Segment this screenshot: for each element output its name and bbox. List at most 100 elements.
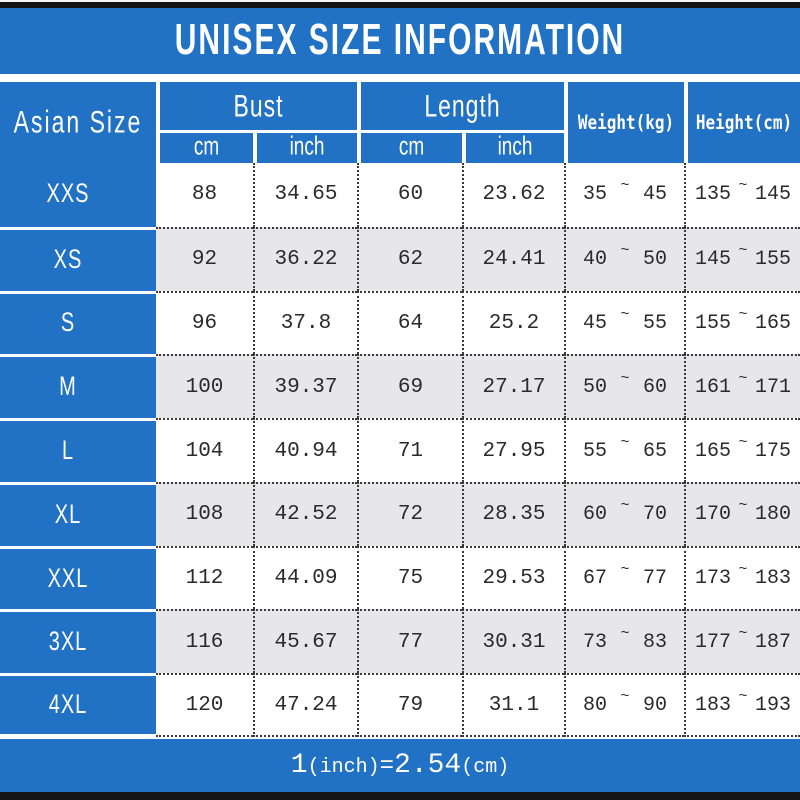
bust-inch-cell: 36.22 [253,226,357,291]
length-cm-cell: 72 [357,481,462,546]
bust-inch-cell: 44.09 [253,545,357,610]
size-label: XL [54,499,82,530]
height-range-cell: 170 ~ 180 [684,481,800,546]
weight-min: 35 [583,183,608,207]
weight-min: 60 [583,503,608,527]
height-range-cell: 155 ~ 165 [684,290,800,355]
table-row: XS 92 36.22 62 24.41 40 ~ 50 145 ~ 155 [0,226,800,291]
size-label: XS [53,244,83,275]
conversion-note: 1 (inch) = 2.54 (cm) [291,750,509,781]
height-max: 175 [754,439,791,463]
bust-cm-cell: 120 [156,673,253,738]
bust-inch-cell: 42.52 [253,481,357,546]
length-cm-cell: 79 [357,673,462,738]
size-label: 4XL [48,689,88,720]
equals-sign: = [379,753,394,780]
table-row: S 96 37.8 64 25.2 45 ~ 55 155 ~ 165 [0,290,800,355]
weight-range-cell: 40 ~ 50 [564,226,684,291]
weight-max: 60 [642,375,667,399]
height-min: 183 [695,693,732,717]
weight-min: 80 [583,693,608,717]
bust-inch-label: inch [289,133,325,162]
size-label: M [59,372,77,402]
tilde-separator: ~ [620,242,630,260]
tilde-separator: ~ [738,561,748,579]
length-inch-cell: 27.95 [462,418,564,482]
length-inch-cell: 31.1 [462,673,564,738]
length-cm-cell: 60 [357,163,462,227]
bust-inch-cell: 37.8 [253,290,357,355]
tilde-separator: ~ [738,497,748,515]
table-body: XXS 88 34.65 60 23.62 35 ~ 45 135 ~ 145 … [0,163,800,738]
size-label-cell: XS [0,226,156,291]
title-band: UNISEX SIZE INFORMATION [0,8,800,74]
tilde-separator: ~ [620,305,630,323]
height-range-cell: 161 ~ 171 [684,354,800,419]
weight-min: 45 [583,311,608,335]
height-min: 161 [695,375,732,399]
top-black-bar [0,2,800,8]
tilde-separator: ~ [620,497,630,515]
tilde-separator: ~ [738,624,748,642]
size-label: L [61,435,75,466]
height-range-cell: 173 ~ 183 [684,545,800,610]
tilde-separator: ~ [738,305,748,323]
weight-range-cell: 67 ~ 77 [564,545,684,610]
table-row: L 104 40.94 71 27.95 55 ~ 65 165 ~ 175 [0,418,800,482]
table-row: XXL 112 44.09 75 29.53 67 ~ 77 173 ~ 183 [0,545,800,610]
weight-max: 65 [642,439,667,463]
bust-cm-subheader: cm [156,130,253,163]
tilde-separator: ~ [738,177,748,195]
weight-min: 67 [583,567,608,591]
bust-cm-label: cm [193,133,220,162]
size-label-cell: 3XL [0,609,156,674]
length-inch-cell: 27.17 [462,354,564,419]
height-min: 155 [695,311,732,335]
length-cm-cell: 71 [357,418,462,482]
weight-range-cell: 45 ~ 55 [564,290,684,355]
bust-cm-cell: 104 [156,418,253,482]
weight-max: 77 [642,567,667,591]
weight-range-cell: 80 ~ 90 [564,673,684,738]
weight-range-cell: 50 ~ 60 [564,354,684,419]
length-inch-cell: 30.31 [462,609,564,674]
length-inch-label: inch [497,133,533,162]
table-row: XL 108 42.52 72 28.35 60 ~ 70 170 ~ 180 [0,481,800,546]
height-max: 183 [754,567,791,591]
bust-cm-cell: 112 [156,545,253,610]
bust-group-label: Bust [233,87,284,123]
table-header: Asian Size Bust Length Weight(kg) Height… [0,82,800,163]
weight-max: 50 [642,248,667,272]
bust-cm-cell: 96 [156,290,253,355]
height-range-cell: 145 ~ 155 [684,226,800,291]
weight-min: 40 [583,248,608,272]
bust-cm-cell: 92 [156,226,253,291]
tilde-separator: ~ [620,369,630,387]
height-header: Height(cm) [684,82,800,163]
height-max: 193 [754,693,791,717]
weight-range-cell: 73 ~ 83 [564,609,684,674]
bust-inch-cell: 39.37 [253,354,357,419]
tilde-separator: ~ [620,624,630,642]
bust-cm-cell: 88 [156,163,253,227]
bust-group-header: Bust [156,82,357,130]
conversion-number: 1 [290,750,308,781]
length-inch-cell: 28.35 [462,481,564,546]
length-cm-cell: 64 [357,290,462,355]
height-min: 170 [695,503,732,527]
table-row: 4XL 120 47.24 79 31.1 80 ~ 90 183 ~ 193 [0,673,800,738]
size-label-cell: XL [0,481,156,546]
weight-range-cell: 60 ~ 70 [564,481,684,546]
height-max: 165 [754,311,791,335]
weight-max: 90 [642,693,667,717]
length-inch-cell: 25.2 [462,290,564,355]
size-label: XXS [46,179,90,210]
height-min: 173 [695,567,732,591]
weight-min: 55 [583,439,608,463]
tilde-separator: ~ [620,561,630,579]
length-inch-cell: 23.62 [462,163,564,227]
size-label-cell: XXL [0,545,156,610]
weight-range-cell: 55 ~ 65 [564,418,684,482]
table-row: XXS 88 34.65 60 23.62 35 ~ 45 135 ~ 145 [0,163,800,227]
